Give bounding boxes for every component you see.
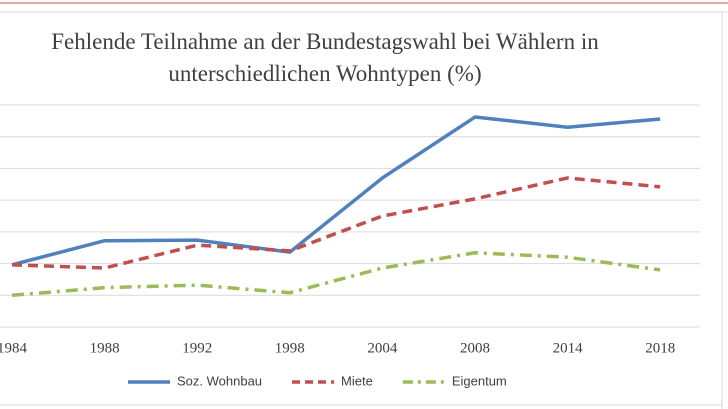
legend-label: Eigentum	[452, 373, 507, 388]
chart-title: Fehlende Teilnahme an der Bundestagswahl…	[51, 29, 599, 86]
data-line	[11, 115, 661, 267]
x-tick-label: 2004	[367, 340, 398, 356]
data-line	[11, 251, 661, 298]
legend-label: Miete	[341, 373, 373, 388]
x-tick-label: 1984	[0, 340, 28, 356]
x-tick-label: 1998	[275, 340, 305, 356]
legend-label: Soz. Wohnbau	[177, 373, 262, 388]
x-tick-label: 2014	[553, 340, 584, 356]
x-tick-label: 1988	[90, 340, 120, 356]
x-tick-label: 1992	[182, 340, 212, 356]
data-line	[11, 176, 661, 270]
x-tick-label: 2018	[645, 340, 675, 356]
x-tick-label: 2008	[460, 340, 490, 356]
